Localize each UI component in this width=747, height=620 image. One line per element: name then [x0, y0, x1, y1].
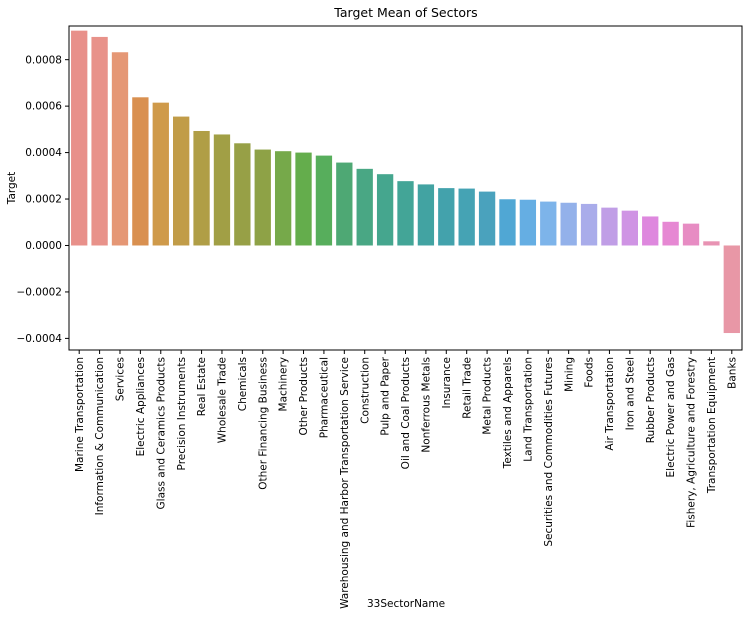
x-tick-label: Pulp and Paper — [380, 356, 392, 435]
plot-frame — [68, 25, 743, 351]
x-axis-label: 33SectorName — [367, 598, 445, 610]
bar — [315, 155, 333, 246]
bar — [356, 168, 373, 246]
x-tick-label: Oil and Coal Products — [400, 357, 412, 469]
x-tick-label: Services — [115, 357, 127, 401]
bar — [152, 102, 169, 246]
bar — [621, 210, 638, 246]
bar — [193, 130, 210, 246]
bar — [519, 199, 537, 246]
y-tick-label: −0.0004 — [16, 333, 62, 345]
bar — [682, 223, 700, 246]
x-tick-label: Precision Instruments — [176, 357, 188, 470]
bar — [91, 36, 108, 246]
bar — [71, 30, 88, 246]
bar — [642, 216, 659, 246]
x-tick-label: Insurance — [441, 357, 453, 409]
bar — [438, 188, 455, 246]
y-tick-label: 0.0004 — [25, 147, 62, 159]
x-tick-label: Electric Power and Gas — [665, 357, 677, 477]
bar — [295, 152, 312, 246]
y-tick-label: 0.0000 — [25, 240, 62, 252]
bar — [397, 181, 414, 246]
x-tick-label: Other Financing Business — [257, 357, 269, 490]
plot-bars — [71, 30, 740, 334]
x-tick-label: Land Transportation — [522, 357, 534, 462]
x-tick-label: Textiles and Apparels — [502, 357, 514, 469]
x-tick-label: Nonferrous Metals — [420, 357, 432, 453]
x-tick-label: Metal Products — [482, 357, 494, 435]
x-tick-label: Iron and Steel — [624, 357, 636, 430]
x-tick-label: Glass and Ceramics Products — [155, 357, 167, 509]
y-tick-label: −0.0002 — [16, 287, 62, 299]
bar — [417, 184, 435, 246]
x-tick-label: Chemicals — [237, 357, 249, 411]
bar — [662, 221, 679, 246]
x-tick-label: Electric Appliances — [135, 357, 147, 456]
y-tick-label: 0.0006 — [25, 101, 62, 113]
bar — [132, 97, 149, 246]
bar — [254, 149, 271, 246]
x-tick-label: Air Transportation — [604, 357, 616, 451]
bar — [274, 151, 292, 246]
bar — [234, 143, 251, 246]
bar — [601, 207, 618, 246]
bar — [560, 202, 577, 246]
x-tick-label: Fishery, Agriculture and Forestry — [686, 357, 698, 528]
x-tick-label: Wholesale Trade — [217, 357, 229, 443]
y-tick-label: 0.0002 — [25, 194, 62, 206]
x-tick-label: Transportation Equipment — [706, 357, 718, 494]
bar — [703, 241, 720, 246]
bar — [173, 116, 190, 246]
bar — [540, 201, 557, 246]
bar — [478, 191, 496, 246]
x-tick-label: Construction — [359, 357, 371, 424]
x-tick-label: Other Products — [298, 357, 310, 436]
x-tick-label: Machinery — [278, 357, 290, 411]
x-tick-label: Real Estate — [196, 357, 208, 416]
x-tick-label: Rubber Products — [645, 357, 657, 443]
bar — [336, 162, 353, 246]
x-tick-label: Information & Communication — [94, 357, 106, 515]
x-tick-label: Mining — [563, 357, 575, 392]
x-tick-label: Foods — [584, 357, 596, 388]
y-tick-label: 0.0008 — [25, 54, 62, 66]
x-tick-label: Marine Transportation — [74, 357, 86, 472]
x-tick-label: Securities and Commodities Futures — [543, 357, 555, 547]
x-tick-label: Retail Trade — [461, 357, 473, 419]
bar — [213, 134, 231, 246]
chart-title: Target Mean of Sectors — [333, 5, 477, 20]
x-tick-label: Banks — [726, 357, 738, 389]
x-tick-label: Pharmaceutical — [319, 357, 331, 438]
x-tick-label: Warehousing and Harbor Transportation Se… — [339, 357, 351, 609]
bar — [111, 52, 129, 246]
y-axis: −0.0004 −0.0002 0.0000 0.0002 0.0004 0.0006 0.… — [16, 54, 69, 345]
x-axis: Marine Transportation Information & Commu… — [74, 350, 738, 609]
bar — [499, 199, 516, 246]
bar — [580, 203, 598, 246]
bar — [723, 245, 740, 334]
y-axis-label: Target — [6, 172, 18, 205]
bar — [458, 188, 475, 246]
bar — [376, 174, 394, 246]
